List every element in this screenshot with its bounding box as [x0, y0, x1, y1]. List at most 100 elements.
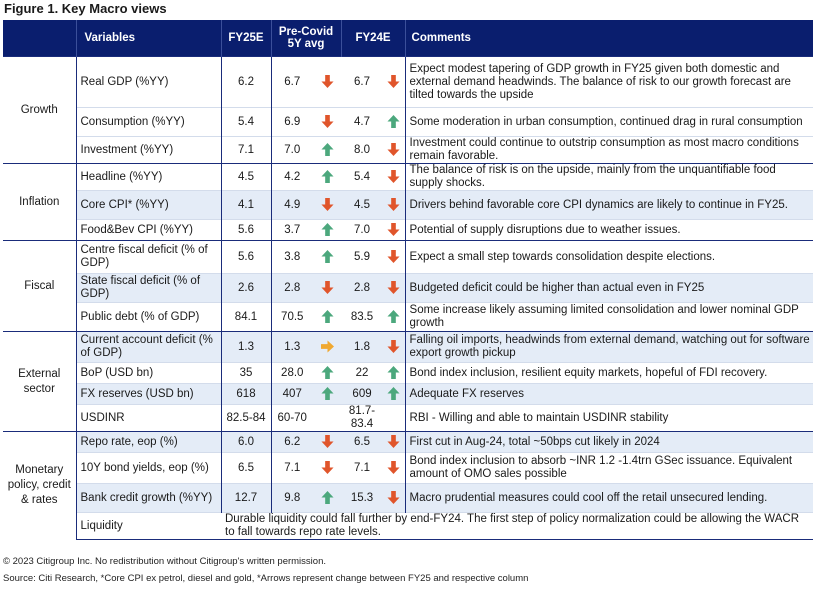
- variable-name: USDINR: [75, 404, 221, 432]
- figure-title: Figure 1. Key Macro views: [4, 1, 167, 16]
- fy24-change: [383, 362, 406, 384]
- table-row: FX reserves (USD bn) 618 407 609 Adequate FX…: [3, 383, 814, 405]
- precovid-value: 4.2: [271, 163, 313, 191]
- fy25-value: 5.6: [220, 240, 272, 274]
- fy24-change: [383, 483, 406, 513]
- arrow-down-icon: [320, 115, 334, 129]
- fy25-value: 5.4: [220, 107, 272, 137]
- arrow-up-icon: [320, 170, 334, 184]
- arrow-down-icon: [387, 340, 400, 354]
- arrow-up-icon: [320, 310, 334, 324]
- variable-name: Current account deficit (% of GDP): [75, 331, 221, 363]
- footer-source: Source: Citi Research, *Core CPI ex petr…: [3, 573, 529, 584]
- fy24-value: 6.5: [341, 431, 384, 453]
- macro-views-table: Variables FY25E Pre-Covid 5Y avg FY24E C…: [3, 20, 814, 540]
- arrow-up-icon: [387, 310, 400, 324]
- arrow-up-icon: [320, 366, 334, 380]
- arrow-down-icon: [387, 198, 400, 212]
- fy24-value: 7.1: [341, 452, 384, 484]
- header-precovid: Pre-Covid 5Y avg: [271, 20, 342, 57]
- comment: First cut in Aug-24, total ~50bps cut li…: [405, 431, 814, 453]
- variable-name: Centre fiscal deficit (% of GDP): [75, 240, 221, 274]
- fy25-value: 35: [220, 362, 272, 384]
- fy24-value: 4.7: [341, 107, 384, 137]
- fy24-change: [383, 219, 406, 241]
- header-variables: Variables: [76, 20, 222, 57]
- group-label: External sector: [3, 331, 77, 432]
- comment: RBI - Willing and able to maintain USDIN…: [405, 404, 814, 432]
- precovid-change: [313, 136, 342, 164]
- precovid-value: 70.5: [271, 302, 313, 332]
- precovid-value: 28.0: [271, 362, 313, 384]
- table-row: 10Y bond yields, eop (%) 6.5 7.1 7.1 Bond in…: [3, 452, 814, 484]
- variable-name: Investment (%YY): [75, 136, 221, 164]
- fy24-value: 22: [341, 362, 384, 384]
- arrow-down-icon: [387, 75, 400, 89]
- table-row: Inflation Headline (%YY) 4.5 4.2 5.4 The bala…: [3, 163, 814, 241]
- precovid-value: 6.9: [271, 107, 313, 137]
- fy24-change: [383, 331, 406, 363]
- group-label: Monetary policy, credit & rates: [3, 431, 77, 540]
- arrow-down-icon: [387, 170, 400, 184]
- arrow-up-icon: [320, 491, 334, 505]
- comment: Drivers behind favorable core CPI dynami…: [405, 190, 814, 220]
- precovid-value: 4.9: [271, 190, 313, 220]
- group-label: Fiscal: [3, 240, 77, 332]
- variable-name: Headline (%YY): [75, 163, 221, 191]
- fy25-value: 12.7: [220, 483, 272, 513]
- arrow-up-icon: [320, 223, 334, 237]
- precovid-change: [313, 383, 342, 405]
- comment: Budgeted deficit could be higher than ac…: [405, 273, 814, 303]
- fy24-change: [383, 240, 406, 274]
- variable-name: Consumption (%YY): [75, 107, 221, 137]
- variable-name: BoP (USD bn): [75, 362, 221, 384]
- fy24-change: [383, 136, 406, 164]
- table-row: Investment (%YY) 7.1 7.0 8.0 Investment coul…: [3, 136, 814, 164]
- fy25-value: 6.2: [220, 56, 272, 108]
- group-label: Growth: [3, 56, 77, 164]
- fy24-change: [383, 163, 406, 191]
- table-row: USDINR 82.5-84 60-70 81.7-83.4 RBI - Willing…: [3, 404, 814, 432]
- table-row: Food&Bev CPI (%YY) 5.6 3.7 7.0 Potential of …: [3, 219, 814, 241]
- arrow-down-icon: [320, 461, 334, 475]
- comment: Falling oil imports, headwinds from exte…: [405, 331, 814, 363]
- fy25-value: 4.1: [220, 190, 272, 220]
- table-row: Monetary policy, credit & rates Repo rate…: [3, 431, 814, 540]
- arrow-down-icon: [387, 461, 400, 475]
- arrow-down-icon: [320, 281, 334, 295]
- precovid-change: [313, 404, 342, 432]
- arrow-down-icon: [320, 75, 334, 89]
- comment: Potential of supply disruptions due to w…: [405, 219, 814, 241]
- fy25-value: 84.1: [220, 302, 272, 332]
- fy24-value: 83.5: [341, 302, 384, 332]
- arrow-down-icon: [387, 435, 400, 449]
- arrow-flat-icon: [320, 340, 334, 353]
- precovid-change: [313, 483, 342, 513]
- fy24-value: 1.8: [341, 331, 384, 363]
- fy25-value: 1.3: [220, 331, 272, 363]
- precovid-value: 9.8: [271, 483, 313, 513]
- precovid-change: [313, 302, 342, 332]
- precovid-change: [313, 56, 342, 108]
- precovid-change: [313, 163, 342, 191]
- precovid-change: [313, 452, 342, 484]
- fy24-change: [383, 56, 406, 108]
- precovid-change: [313, 431, 342, 453]
- fy24-change: [383, 190, 406, 220]
- fy24-change: [383, 107, 406, 137]
- arrow-up-icon: [320, 250, 334, 264]
- precovid-value: 6.2: [271, 431, 313, 453]
- precovid-value: 3.8: [271, 240, 313, 274]
- arrow-down-icon: [320, 198, 334, 212]
- fy24-change: [383, 273, 406, 303]
- fy24-value: 5.9: [341, 240, 384, 274]
- fy25-value: 4.5: [220, 163, 272, 191]
- variable-name: Core CPI* (%YY): [75, 190, 221, 220]
- group-label: Inflation: [3, 163, 77, 241]
- variable-name: Bank credit growth (%YY): [75, 483, 221, 513]
- fy24-change: [383, 452, 406, 484]
- fy24-change: [383, 302, 406, 332]
- table-row: Liquidity Durable liquidity could fall fu…: [3, 512, 814, 540]
- comment: Bond index inclusion to absorb ~INR 1.2 …: [405, 452, 814, 484]
- variable-name: FX reserves (USD bn): [75, 383, 221, 405]
